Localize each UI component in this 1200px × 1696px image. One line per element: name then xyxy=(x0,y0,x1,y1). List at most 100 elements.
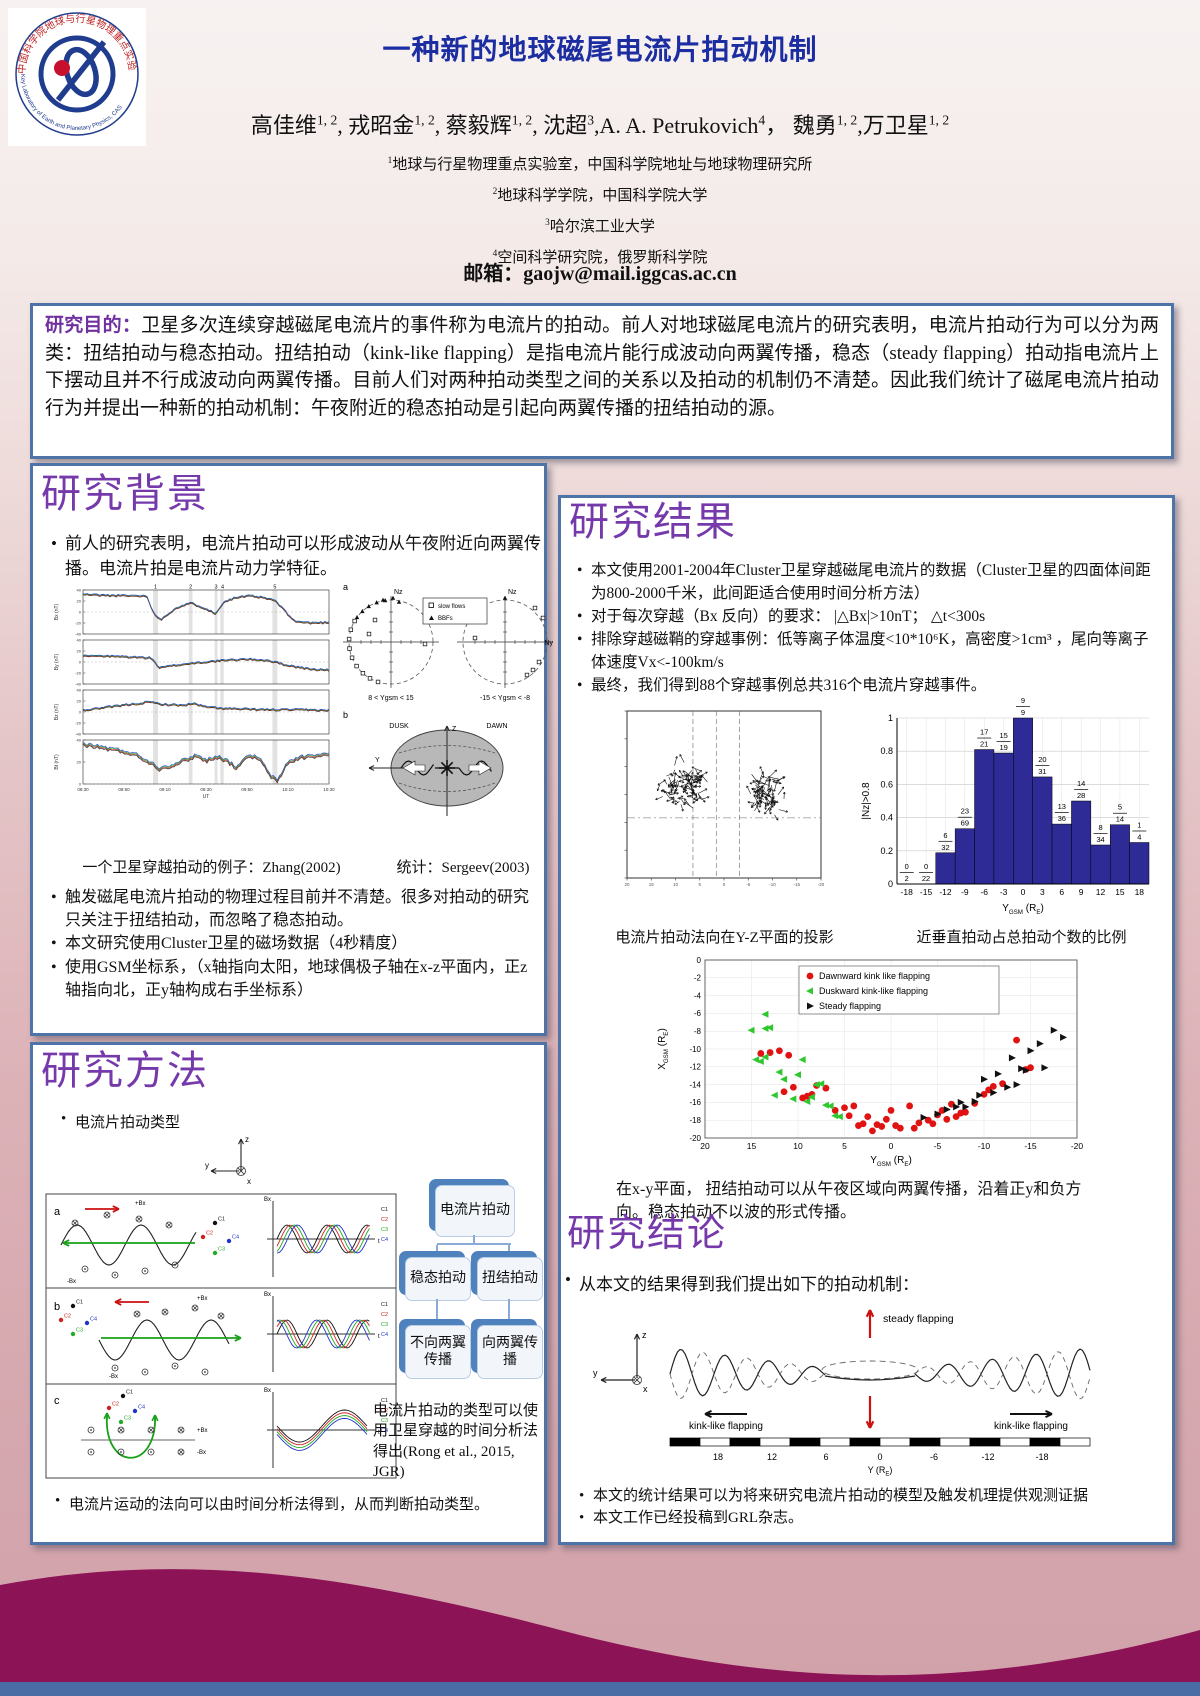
svg-text:0: 0 xyxy=(1021,887,1026,897)
svg-text:-16: -16 xyxy=(689,1098,701,1107)
svg-text:08:30: 08:30 xyxy=(77,787,89,792)
svg-text:-20: -20 xyxy=(689,1134,701,1143)
svg-text:Bx: Bx xyxy=(264,1292,271,1298)
svg-text:15: 15 xyxy=(649,882,655,887)
affiliation-line: 4空间科学研究院，俄罗斯科学院 xyxy=(492,249,708,266)
svg-text:-6: -6 xyxy=(980,887,988,897)
svg-text:C3: C3 xyxy=(218,1247,225,1253)
authors-line: 高佳维1, 2, 戎昭金1, 2, 蔡毅辉1, 2, 沈超3,A. A. Pet… xyxy=(0,108,1200,140)
svg-text:15: 15 xyxy=(999,731,1007,740)
lab-seal-icon: 中国科学院地球与行星物理重点实验室 Key Laboratory of Eart… xyxy=(3,0,139,136)
svg-text:DAWN: DAWN xyxy=(486,723,507,730)
svg-text:-20: -20 xyxy=(818,882,825,887)
svg-text:C1: C1 xyxy=(76,1300,83,1306)
svg-text:0: 0 xyxy=(79,610,82,615)
svg-text:5: 5 xyxy=(698,882,701,887)
author: 万卫星1, 2 xyxy=(862,112,950,138)
svg-text:C3: C3 xyxy=(124,1416,131,1422)
svg-text:slow flows: slow flows xyxy=(438,604,465,610)
svg-text:4: 4 xyxy=(1137,833,1141,842)
svg-text:-Bx: -Bx xyxy=(197,1450,206,1456)
flapping-ratio-histogram: 00.20.40.60.8102-18022-15632-122369-9172… xyxy=(861,696,1150,916)
svg-text:18: 18 xyxy=(713,1452,723,1462)
results-bullet-4: 最终，我们得到88个穿越事例总共316个电流片穿越事件。 xyxy=(575,675,1161,698)
abstract-label: 研究目的： xyxy=(45,315,142,336)
conclusions-bullet-1: 本文的统计结果可以为将来研究电流片拍动的模型及触发机理提供观测证据 xyxy=(577,1486,1157,1508)
svg-text:0: 0 xyxy=(79,782,82,787)
svg-text:Z: Z xyxy=(452,726,457,733)
svg-text:20: 20 xyxy=(77,699,82,704)
results-heading: 研究结果 xyxy=(569,499,737,544)
methods-section: 研究方法 电流片拍动类型 z y x a +Bx -Bx C1 C2 C4 C3 Bx t C1 C2 C… xyxy=(30,1042,547,1545)
svg-text:1: 1 xyxy=(1137,821,1141,830)
svg-text:Bt (nT): Bt (nT) xyxy=(54,754,60,770)
svg-text:1: 1 xyxy=(888,713,893,723)
svg-text:0: 0 xyxy=(905,862,909,871)
svg-text:C1: C1 xyxy=(126,1390,133,1396)
svg-text:-20: -20 xyxy=(75,721,82,726)
svg-text:C4: C4 xyxy=(90,1317,97,1323)
svg-text:Nz: Nz xyxy=(394,589,403,596)
svg-text:12: 12 xyxy=(1096,887,1106,897)
results-bullet-2: 对于每次穿越（Bx 反向）的要求： |△Bx|>10nT； △t<300s xyxy=(575,606,1161,629)
svg-text:5: 5 xyxy=(273,585,276,591)
svg-text:22: 22 xyxy=(922,874,930,883)
abstract-text: 研究目的：卫星多次连续穿越磁尾电流片的事件称为电流片的拍动。前人对地球磁尾电流片… xyxy=(45,315,1159,419)
svg-text:19: 19 xyxy=(999,743,1007,752)
conclusions-heading: 研究结论 xyxy=(567,1213,728,1255)
statistics-figure: a Nz Nz Ny slow flows BBFs 8 < Ygsm < 15 -15 < … xyxy=(343,582,553,816)
svg-text:12: 12 xyxy=(767,1452,777,1462)
svg-text:6: 6 xyxy=(943,831,947,840)
svg-text:20: 20 xyxy=(77,760,82,765)
svg-text:09:10: 09:10 xyxy=(159,787,171,792)
svg-text:08:50: 08:50 xyxy=(118,787,130,792)
svg-text:21: 21 xyxy=(980,740,988,749)
svg-text:C4: C4 xyxy=(232,1235,239,1241)
svg-text:2: 2 xyxy=(189,585,192,591)
histogram-bars xyxy=(935,717,1150,885)
svg-text:31: 31 xyxy=(1038,767,1046,776)
svg-text:5: 5 xyxy=(1118,803,1122,812)
svg-text:C3: C3 xyxy=(381,1322,388,1328)
svg-text:Y: Y xyxy=(375,757,380,764)
svg-text:0: 0 xyxy=(877,1452,882,1462)
svg-text:9: 9 xyxy=(1021,696,1025,705)
background-bullet-2: 触发磁尾电流片拍动的物理过程目前并不清楚。很多对拍动的研究只关注于扭结拍动，而忽… xyxy=(49,886,535,932)
mechanism-schematic: z y x steady flapping kink-like flapping kink… xyxy=(593,1309,1091,1476)
svg-text:Steady flapping: Steady flapping xyxy=(819,1001,881,1011)
conclusions-bullet-2: 本文工作已经投稿到GRL杂志。 xyxy=(577,1508,1157,1530)
methods-bottom-bullet: 电流片运动的法向可以由时间分析法得到，从而判断拍动类型。 xyxy=(53,1493,549,1514)
svg-text:0.8: 0.8 xyxy=(880,746,893,756)
background-section: 研究背景 前人的研究表明，电流片拍动可以形成波动从午夜附近向两翼传播。电流片拍是… xyxy=(30,463,553,1036)
flow-no-propagate: 不向两翼传播 xyxy=(405,1325,471,1379)
flapping-types-figure: a +Bx -Bx C1 C2 C4 C3 Bx t C1 C2 C3 C4 b C1 C2 C4 C3 +Bx -B… xyxy=(45,1193,397,1479)
flow-root: 电流片拍动 xyxy=(435,1185,515,1237)
svg-text:20: 20 xyxy=(624,882,630,887)
svg-text:t: t xyxy=(378,1334,380,1340)
lab-logo: 中国科学院地球与行星物理重点实验室 Key Laboratory of Eart… xyxy=(3,0,146,146)
svg-text:20: 20 xyxy=(77,599,82,604)
svg-text:Duskward kink-like flapping: Duskward kink-like flapping xyxy=(819,986,928,996)
svg-text:3: 3 xyxy=(1040,887,1045,897)
svg-text:XGSM (RE): XGSM (RE) xyxy=(657,1028,670,1070)
results-bullet-1: 本文使用2001-2004年Cluster卫星穿越磁尾电流片的数据（Cluste… xyxy=(575,560,1161,606)
svg-text:C2: C2 xyxy=(112,1402,119,1408)
gsm-axes-icon: z y x xyxy=(205,1135,251,1186)
svg-text:C3: C3 xyxy=(381,1418,388,1424)
svg-text:|Nz|>0.8: |Nz|>0.8 xyxy=(861,782,872,820)
svg-text:C1: C1 xyxy=(381,1207,388,1213)
svg-text:C2: C2 xyxy=(381,1217,388,1223)
svg-text:0: 0 xyxy=(889,1141,894,1151)
svg-text:-18: -18 xyxy=(901,887,914,897)
svg-text:C3: C3 xyxy=(381,1227,388,1233)
svg-text:-8: -8 xyxy=(694,1027,702,1036)
svg-text:17: 17 xyxy=(980,728,988,737)
svg-text:-9: -9 xyxy=(961,887,969,897)
svg-text:0.6: 0.6 xyxy=(880,779,893,789)
svg-text:C4: C4 xyxy=(381,1332,388,1338)
email-line: 邮箱：gaojw@mail.iggcas.ac.cn xyxy=(0,257,1200,286)
svg-text:15: 15 xyxy=(1115,887,1125,897)
svg-text:13: 13 xyxy=(1058,802,1066,811)
svg-text:36: 36 xyxy=(1058,814,1066,823)
svg-text:C2: C2 xyxy=(381,1312,388,1318)
